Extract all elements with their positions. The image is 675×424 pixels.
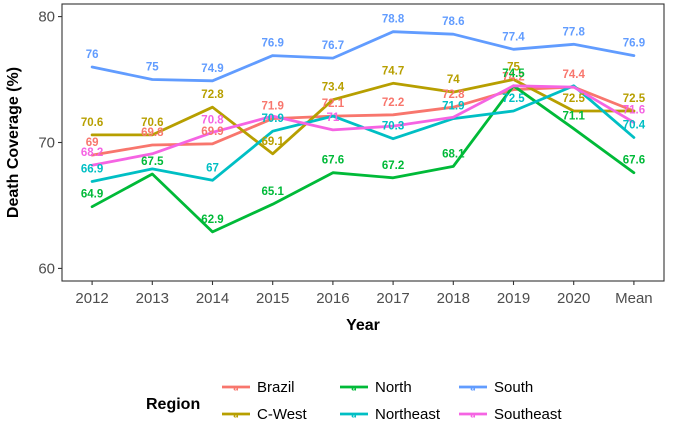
legend-key-glyph: a xyxy=(351,384,356,393)
y-tick-label: 80 xyxy=(38,9,55,26)
x-tick-label: 2016 xyxy=(316,290,349,307)
data-label-c-west: 72.5 xyxy=(563,93,586,105)
data-label-northeast: 67 xyxy=(206,162,219,174)
data-label-northeast: 70.9 xyxy=(262,113,284,125)
series-line-south xyxy=(90,30,636,83)
data-label-northeast: 71.9 xyxy=(442,101,464,113)
data-label-northeast: 66.9 xyxy=(81,164,103,176)
data-label-brazil: 74.4 xyxy=(563,69,586,81)
data-label-south: 78.6 xyxy=(442,16,464,28)
legend-label-northeast: Northeast xyxy=(375,406,441,423)
data-label-brazil: 69.9 xyxy=(201,126,223,138)
data-label-north: 67.5 xyxy=(141,156,164,168)
data-label-south: 74.9 xyxy=(201,63,223,75)
legend-key-glyph: a xyxy=(233,411,238,420)
data-label-south: 75 xyxy=(146,62,159,74)
data-label-north: 74.5 xyxy=(502,68,525,80)
data-label-c-west: 74 xyxy=(447,74,460,86)
data-label-south: 76.7 xyxy=(322,40,344,52)
legend-key-glyph: a xyxy=(470,411,475,420)
data-label-north: 68.1 xyxy=(442,148,465,160)
x-tick-label: 2012 xyxy=(75,290,108,307)
legend-label-south: South xyxy=(494,379,533,396)
x-axis-title: Year xyxy=(346,317,380,334)
y-tick-label: 70 xyxy=(38,135,55,152)
data-label-c-west: 75 xyxy=(507,62,520,74)
data-label-brazil: 72.2 xyxy=(382,97,404,109)
data-label-c-west: 73.4 xyxy=(322,82,345,94)
legend-label-north: North xyxy=(375,379,412,396)
data-label-south: 76.9 xyxy=(623,38,645,50)
data-label-c-west: 72.8 xyxy=(201,89,224,101)
x-tick-label: 2015 xyxy=(256,290,289,307)
x-tick-label: 2019 xyxy=(497,290,530,307)
x-axis: 2012 2013 2014 2015 2016 2017 2018 2019 2020 Mean xyxy=(75,281,653,307)
data-label-north: 71.1 xyxy=(563,111,586,123)
data-label-brazil: 69 xyxy=(86,137,99,149)
data-label-north: 67.6 xyxy=(623,155,645,167)
data-label-south: 76 xyxy=(86,49,99,61)
legend-label-brazil: Brazil xyxy=(257,379,295,396)
x-tick-label: 2020 xyxy=(557,290,590,307)
data-label-c-west: 70.6 xyxy=(141,117,163,129)
data-label-south: 77.8 xyxy=(563,26,586,38)
data-label-north: 67.6 xyxy=(322,155,344,167)
legend-key-glyph: a xyxy=(233,384,238,393)
data-label-south: 76.9 xyxy=(262,38,284,50)
data-label-c-west: 74.7 xyxy=(382,65,404,77)
data-label-north: 65.1 xyxy=(262,186,285,198)
x-tick-label: 2018 xyxy=(437,290,470,307)
y-axis-title: Death Coverage (%) xyxy=(5,67,22,218)
legend-key-glyph: a xyxy=(470,384,475,393)
x-tick-label: 2017 xyxy=(376,290,409,307)
data-label-south: 77.4 xyxy=(502,31,525,43)
y-tick-label: 60 xyxy=(38,260,55,277)
data-label-c-west: 70.6 xyxy=(81,117,103,129)
data-label-southeast: 68.2 xyxy=(81,147,103,159)
x-tick-label: 2013 xyxy=(136,290,169,307)
x-tick-label: 2014 xyxy=(196,290,229,307)
y-axis: 60 70 80 xyxy=(38,9,62,277)
series-line-c-west xyxy=(90,78,636,156)
data-labels: 69 69.8 69.9 71.9 72.1 72.2 72.8 74.2 74.4 70.6 70… xyxy=(81,14,646,226)
x-tick-label: Mean xyxy=(615,290,653,307)
data-label-c-west: 72.5 xyxy=(623,93,646,105)
data-label-brazil: 74.2 xyxy=(502,72,524,84)
data-label-brazil: 69.8 xyxy=(141,127,164,139)
series-line-north xyxy=(90,84,636,234)
data-label-southeast: 71 xyxy=(327,112,340,124)
data-label-northeast: 70.4 xyxy=(623,119,646,131)
data-label-north: 64.9 xyxy=(81,189,103,201)
data-label-north: 62.9 xyxy=(201,214,223,226)
data-label-southeast: 70.8 xyxy=(201,114,224,126)
data-label-c-west: 69.1 xyxy=(262,136,285,148)
legend-key-glyph: a xyxy=(351,411,356,420)
data-label-northeast: 72.5 xyxy=(502,93,525,105)
data-label-southeast: 71.6 xyxy=(623,104,645,116)
legend-title: Region xyxy=(146,396,200,413)
data-label-northeast: 70.3 xyxy=(382,121,404,133)
data-label-south: 78.8 xyxy=(382,14,405,26)
data-label-brazil: 71.9 xyxy=(262,101,284,113)
data-label-brazil: 72.8 xyxy=(442,89,465,101)
data-label-brazil: 72.1 xyxy=(322,98,345,110)
legend: Region a Brazil a C-West a North a Northeast a So… xyxy=(146,379,562,423)
legend-label-c-west: C-West xyxy=(257,406,308,423)
legend-label-southeast: Southeast xyxy=(494,406,562,423)
series-lines xyxy=(90,30,636,234)
data-label-north: 67.2 xyxy=(382,160,404,172)
series-line-southeast xyxy=(90,84,636,167)
